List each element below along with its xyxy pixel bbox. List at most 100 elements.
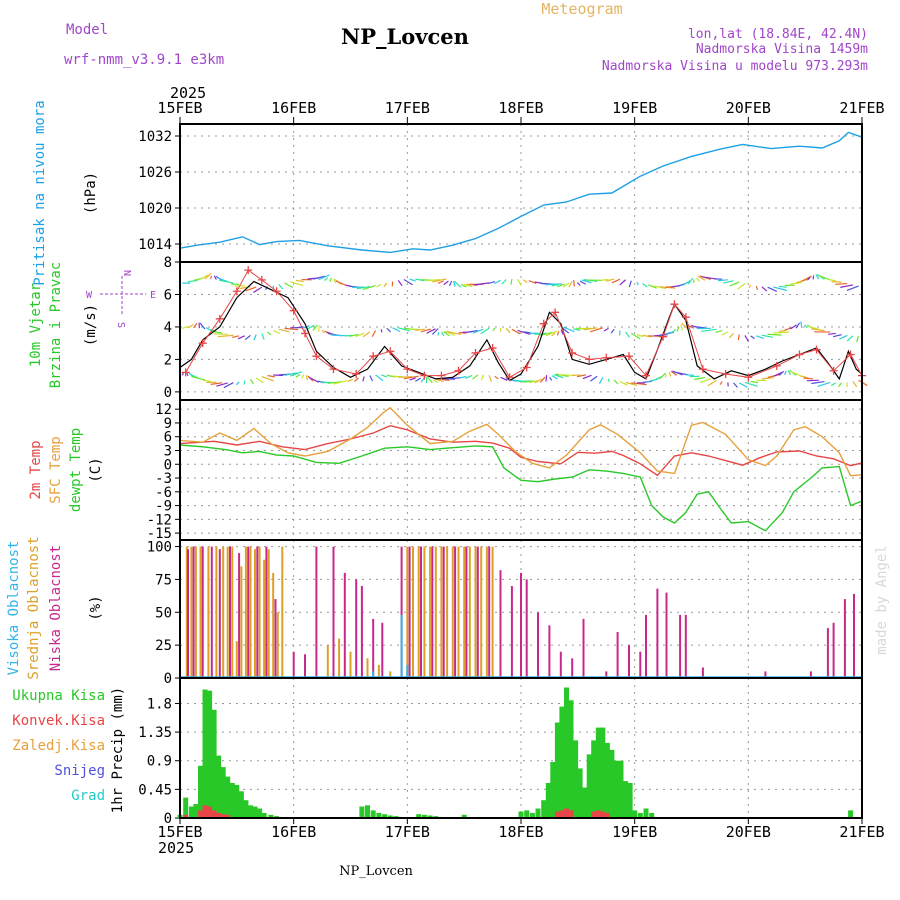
wind-arrow	[426, 376, 433, 384]
wind-arrow	[840, 284, 854, 288]
wind-arrow	[272, 329, 281, 335]
cloud-bar	[247, 546, 250, 678]
wind-arrow	[437, 280, 444, 284]
legend-2m-temp: 2m Temp	[28, 440, 44, 499]
wind-arrow	[808, 326, 819, 330]
cloud-bar	[210, 546, 213, 678]
compass-n: N	[121, 270, 132, 276]
wind-arrow	[210, 382, 223, 385]
wind-arrow	[307, 324, 315, 330]
wind-arrow	[244, 334, 251, 341]
wind-arrow	[443, 331, 450, 337]
gust-marker	[232, 287, 241, 296]
wind-arrow	[213, 275, 217, 280]
wind-arrow	[584, 327, 598, 331]
wind-arrow	[432, 278, 447, 283]
y-tick-label: 4	[164, 320, 172, 336]
wind-arrow	[682, 280, 691, 286]
precip-bar	[261, 812, 267, 818]
cloud-bar	[616, 632, 619, 678]
wind-arrow	[278, 284, 284, 290]
y-tick-label: 1032	[138, 129, 172, 145]
precip-bar	[609, 749, 615, 818]
wind-arrow	[511, 328, 521, 335]
precip-bar	[518, 811, 524, 818]
wind-arrow	[761, 286, 768, 292]
cloud-bar	[326, 645, 329, 678]
wind-arrow	[718, 279, 728, 282]
wind-arrow	[642, 334, 652, 338]
wind-arrow	[715, 330, 723, 333]
precip-bar	[238, 791, 244, 818]
x-tick-label-top: 17FEB	[385, 99, 430, 117]
wind-arrow	[446, 330, 461, 336]
wind-arrow	[576, 374, 586, 378]
cloud-bar	[639, 651, 642, 678]
pressure-ylabel: (hPa)	[83, 172, 99, 214]
precip-bar	[618, 760, 624, 818]
y-tick-label: 1014	[138, 237, 172, 253]
wind-arrow	[261, 375, 274, 382]
y-tick-label: 75	[155, 572, 172, 588]
lonlat-label: lon,lat (18.84E, 42.4N)	[688, 27, 868, 42]
wind-arrow	[305, 375, 308, 381]
wind-arrow	[856, 335, 860, 343]
wind-arrow	[255, 377, 264, 384]
x-tick-label-bottom: 20FEB	[726, 823, 771, 841]
wind-arrow	[773, 286, 788, 291]
compass-e: E	[150, 290, 156, 301]
wind-arrow	[664, 374, 667, 378]
wind-arrow	[522, 279, 528, 283]
precip-bar	[370, 810, 376, 818]
cloud-bar	[238, 553, 241, 678]
temp-line-2	[179, 444, 863, 532]
y-tick-label: 8	[164, 255, 172, 271]
cloud-bar	[488, 546, 491, 678]
precip-bar	[202, 805, 208, 818]
wind-arrow	[459, 375, 467, 379]
wind-arrow	[693, 325, 706, 329]
cloud-bar	[244, 546, 247, 678]
wind-arrow	[556, 331, 560, 336]
wind-arrow	[572, 374, 581, 377]
x-tick-label-bottom: 18FEB	[498, 823, 543, 841]
precip-bar	[649, 812, 655, 818]
gust-marker	[721, 370, 730, 379]
precip-bar	[550, 762, 556, 818]
x-tick-label-top: 20FEB	[726, 99, 771, 117]
temp-line-1	[179, 406, 863, 477]
wind-arrow	[619, 380, 628, 386]
precip-bar	[202, 689, 208, 818]
wind-arrow	[349, 333, 359, 337]
wind-arrow	[488, 280, 496, 284]
y-tick-label: 25	[155, 638, 172, 654]
wind-arrow	[199, 274, 209, 281]
wind-arrow	[590, 375, 598, 382]
precip-bar	[568, 700, 574, 818]
wind-title-2: Brzina i Pravac	[48, 262, 64, 388]
altitude-label: Nadmorska Visina 1459m	[696, 42, 868, 57]
wind-arrow	[811, 328, 825, 332]
cloud-bar	[446, 546, 449, 678]
y-tick-label: 1026	[138, 165, 172, 181]
x-tick-label-bottom: 16FEB	[271, 823, 316, 841]
wind-arrow	[551, 283, 560, 287]
y-tick-label: -9	[155, 499, 172, 515]
wind-arrow	[216, 382, 228, 387]
cloud-bar	[701, 667, 704, 678]
wind-arrow	[494, 375, 499, 380]
gust-line	[185, 269, 863, 378]
cloud-bar	[304, 654, 306, 678]
station-title: NP_Lovcen	[341, 24, 469, 49]
wind-arrow	[828, 278, 836, 282]
gust-marker	[289, 306, 298, 315]
wind-arrow	[335, 280, 348, 287]
wind-arrow	[347, 378, 354, 383]
wind-arrow	[437, 331, 440, 336]
wind-arrow	[756, 335, 764, 340]
precip-bar	[376, 812, 382, 818]
precip-bar	[216, 755, 222, 818]
cloud-bar	[281, 546, 284, 678]
wind-arrow	[737, 283, 746, 290]
